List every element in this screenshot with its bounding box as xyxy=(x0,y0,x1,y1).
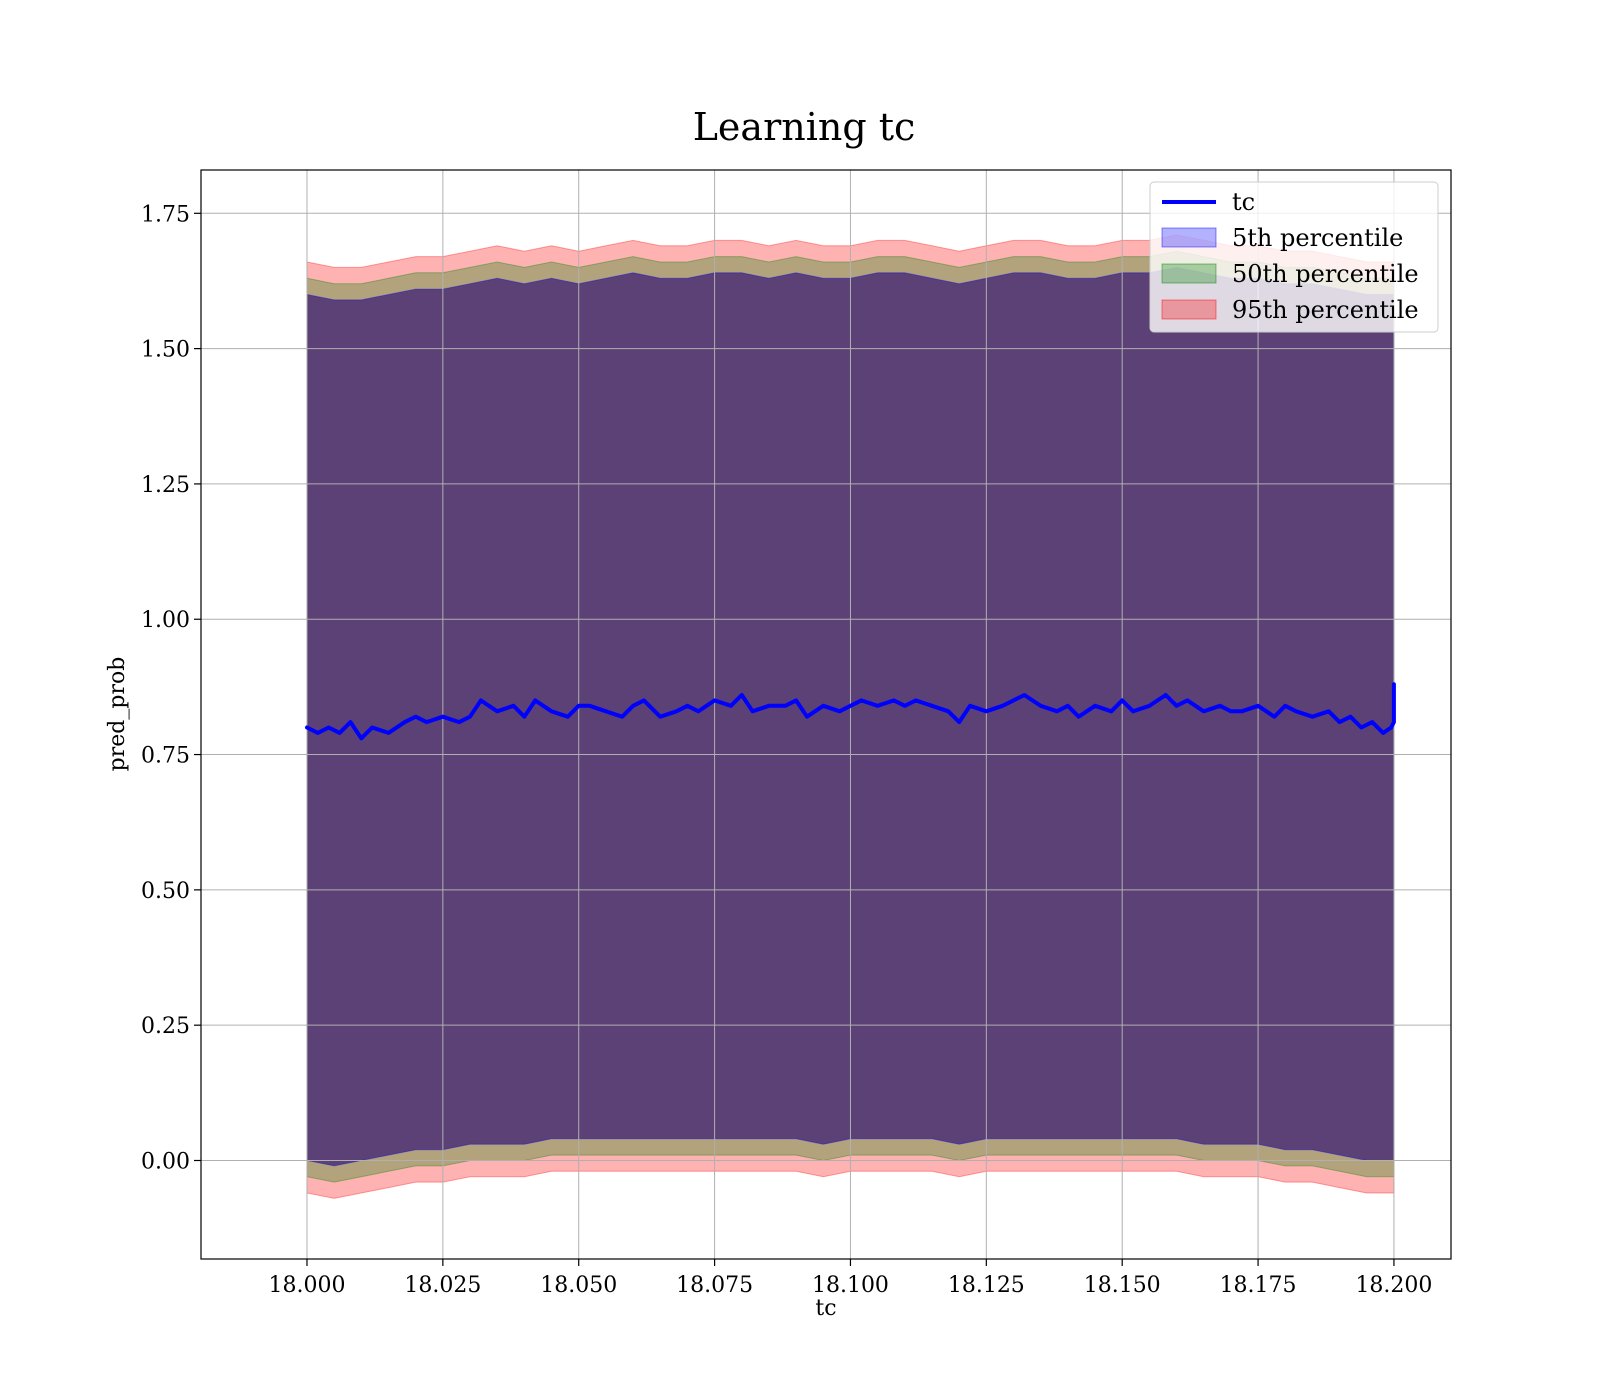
y-tick-label: 0.75 xyxy=(141,744,190,769)
x-tick-label: 18.150 xyxy=(1084,1273,1161,1298)
y-tick-label: 1.25 xyxy=(141,473,190,498)
x-tick-label: 18.025 xyxy=(404,1273,481,1298)
y-tick-label: 1.50 xyxy=(141,338,190,363)
legend-swatch-50th xyxy=(1161,263,1217,284)
chart-title: Learning tc xyxy=(693,105,916,149)
legend-label-50th: 50th percentile xyxy=(1232,260,1419,288)
x-tick-label: 18.000 xyxy=(268,1273,345,1298)
x-tick-label: 18.175 xyxy=(1220,1273,1297,1298)
legend-swatch-5th xyxy=(1161,227,1217,248)
axes-frame xyxy=(200,169,1452,1260)
y-tick-label: 1.00 xyxy=(141,608,190,633)
grid-lines xyxy=(201,170,1451,1259)
y-tick-label: 1.75 xyxy=(141,202,190,227)
series-line-tc xyxy=(305,682,1396,741)
line-layer xyxy=(305,682,1396,741)
y-axis-label: pred_prob xyxy=(105,657,130,772)
x-tick-label: 18.075 xyxy=(676,1273,753,1298)
legend-label-tc: tc xyxy=(1232,188,1255,216)
x-tick-label: 18.200 xyxy=(1355,1273,1432,1298)
x-axis-label: tc xyxy=(815,1296,836,1321)
y-tick-label: 0.25 xyxy=(141,1014,190,1039)
legend-box xyxy=(1149,181,1439,333)
legend-label-5th: 5th percentile xyxy=(1232,224,1403,252)
legend-swatch-95th xyxy=(1161,299,1217,320)
legend-label-95th: 95th percentile xyxy=(1232,296,1419,324)
y-axis-ticks: 0.00 0.25 0.50 0.75 1.00 1.25 1.50 1.75 xyxy=(141,202,201,1174)
x-axis-ticks: 18.000 18.025 18.050 18.075 18.100 18.125 18.1… xyxy=(268,1259,1432,1298)
x-tick-label: 18.125 xyxy=(948,1273,1025,1298)
y-tick-label: 0.50 xyxy=(141,879,190,904)
x-tick-label: 18.100 xyxy=(812,1273,889,1298)
y-tick-label: 0.00 xyxy=(141,1149,190,1174)
legend: tc 5th percentile 50th percentile 95th p… xyxy=(1149,181,1439,333)
x-tick-label: 18.050 xyxy=(540,1273,617,1298)
